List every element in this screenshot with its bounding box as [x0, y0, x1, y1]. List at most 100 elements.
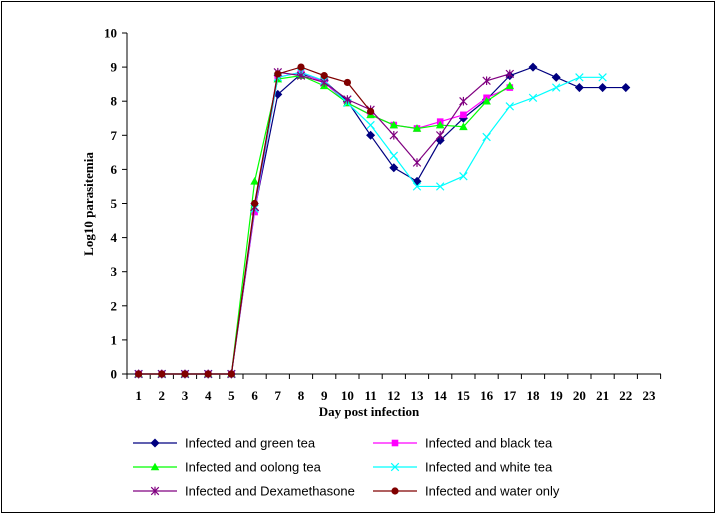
x-tick-label: 12 — [387, 388, 400, 403]
data-point — [343, 78, 351, 87]
x-tick-label: 8 — [298, 388, 305, 403]
data-point — [482, 76, 491, 86]
marker-stroke — [435, 182, 445, 191]
y-tick-label: 10 — [104, 26, 117, 41]
y-tick-label: 5 — [111, 196, 118, 211]
data-point — [158, 370, 166, 378]
marker-stroke — [528, 93, 538, 103]
data-point — [343, 95, 352, 104]
legend-item: Infected and green tea — [133, 436, 316, 451]
data-point — [459, 171, 468, 181]
data-point — [528, 62, 538, 72]
data-point — [551, 83, 561, 92]
marker-stroke — [366, 120, 375, 130]
y-tick-label: 9 — [111, 60, 118, 75]
data-point — [320, 72, 328, 80]
marker-stroke — [389, 151, 399, 160]
series-line — [138, 75, 511, 375]
legend-marker — [391, 439, 399, 447]
x-tick-label: 1 — [135, 388, 142, 403]
legend-marker — [150, 438, 160, 448]
data-point — [575, 73, 584, 82]
series-line — [138, 71, 511, 375]
y-tick-label: 1 — [111, 332, 118, 347]
data-point — [389, 163, 399, 173]
x-tick-label: 20 — [573, 388, 586, 403]
data-point — [204, 370, 212, 378]
legend-marker — [390, 462, 400, 472]
x-tick-label: 23 — [643, 388, 657, 403]
marker-stroke — [575, 73, 584, 82]
x-tick-label: 6 — [251, 388, 258, 403]
x-ticks: 1 2 3 4 5 6 7 8 9 10 11 12 13 14 15 16 17 18 19 20 21 22 23 — [126, 374, 662, 403]
x-tick-label: 3 — [182, 388, 189, 403]
data-point — [181, 370, 189, 378]
data-point — [135, 370, 143, 378]
series-line — [138, 66, 626, 375]
data-point — [574, 83, 584, 93]
data-point — [459, 122, 468, 131]
legend-label: Infected and oolong tea — [185, 460, 322, 475]
legend-marker — [391, 487, 399, 495]
marker-stroke — [412, 182, 422, 191]
data-point — [435, 131, 445, 140]
marker-stroke — [482, 132, 491, 142]
y-tick-label: 3 — [111, 264, 118, 279]
data-point — [250, 177, 259, 185]
data-point — [528, 93, 538, 103]
x-axis-title: Day post infection — [319, 404, 420, 419]
x-tick-label: 15 — [457, 388, 471, 403]
marker-stroke — [459, 171, 468, 181]
x-tick-label: 10 — [341, 388, 354, 403]
legend-marker — [150, 486, 160, 496]
legend-label: Infected and green tea — [185, 436, 316, 451]
series-5 — [134, 67, 515, 379]
x-tick-label: 16 — [480, 388, 494, 403]
marker-stroke — [598, 73, 607, 82]
data-point — [366, 120, 375, 130]
x-tick-label: 17 — [503, 388, 517, 403]
data-point — [435, 182, 445, 191]
data-point — [551, 72, 561, 82]
axes — [126, 33, 661, 375]
series-6 — [135, 63, 375, 378]
legend-label: Infected and black tea — [425, 436, 553, 451]
y-tick-label: 0 — [111, 367, 118, 382]
y-tick-label: 8 — [111, 94, 118, 109]
y-tick-label: 2 — [111, 298, 118, 313]
marker-stroke — [551, 83, 561, 92]
data-point — [389, 131, 399, 140]
legend-item: Infected and Dexamethasone — [133, 484, 355, 499]
data-point — [412, 182, 422, 191]
data-point — [274, 70, 282, 78]
marker-stroke — [390, 462, 400, 472]
legend-marker — [150, 462, 160, 471]
legend-label: Infected and white tea — [425, 460, 553, 475]
data-point — [412, 158, 422, 167]
data-point — [227, 370, 235, 378]
x-tick-label: 22 — [619, 388, 632, 403]
data-point — [366, 130, 376, 140]
data-point — [251, 199, 259, 208]
data-point — [482, 132, 491, 142]
legend-label: Infected and water only — [425, 484, 560, 499]
x-tick-label: 2 — [159, 388, 166, 403]
series-layer — [134, 62, 631, 379]
data-point — [389, 151, 399, 160]
legend: Infected and green tea Infected and black… — [133, 436, 560, 499]
data-point — [435, 120, 445, 129]
data-point — [319, 78, 329, 87]
data-point — [460, 111, 467, 119]
data-point — [412, 124, 422, 132]
legend-item: Infected and oolong tea — [133, 460, 322, 475]
data-point — [621, 83, 631, 93]
y-axis-title: Log10 parasitemia — [81, 152, 96, 256]
data-point — [598, 73, 607, 82]
x-tick-label: 9 — [321, 388, 328, 403]
data-point — [482, 96, 491, 105]
legend-item: Infected and black tea — [373, 436, 553, 451]
x-tick-label: 21 — [596, 388, 609, 403]
series-1 — [134, 62, 631, 379]
x-tick-label: 19 — [550, 388, 564, 403]
